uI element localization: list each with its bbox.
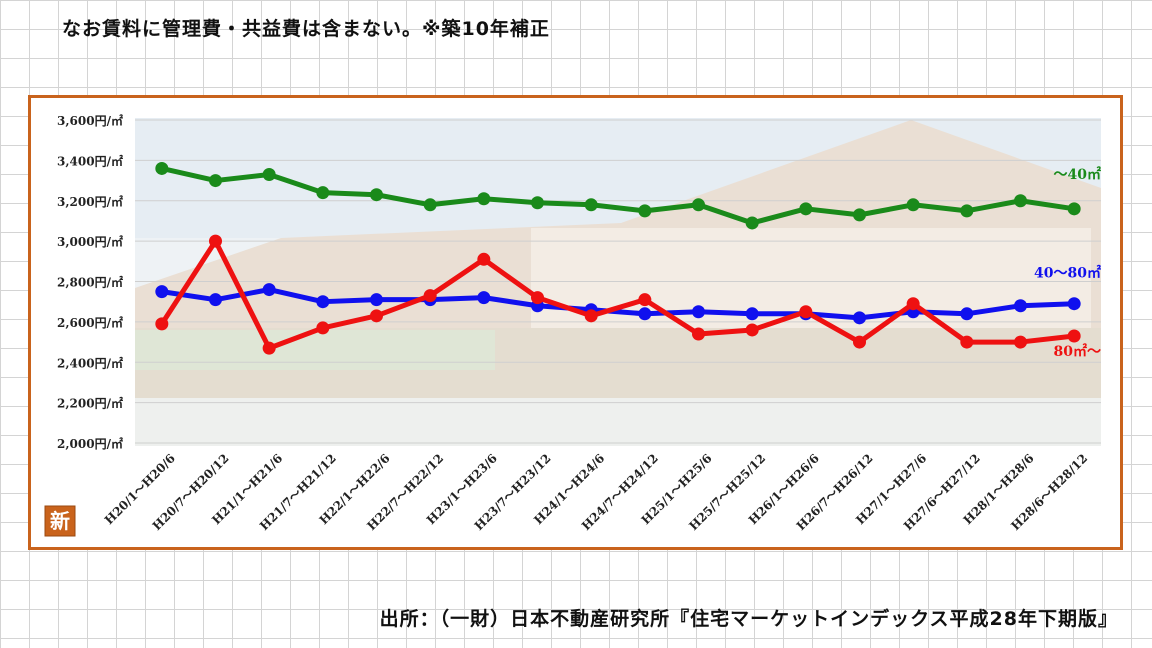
source-citation: 出所：（一財）日本不動産研究所『住宅マーケットインデックス平成28年下期版』 xyxy=(379,608,1118,630)
data-point xyxy=(745,323,759,337)
data-point xyxy=(262,341,276,355)
data-point xyxy=(531,196,544,210)
data-point xyxy=(262,168,276,182)
data-point xyxy=(638,293,652,307)
data-point xyxy=(638,204,652,218)
y-tick-label: 3,200円/㎡ xyxy=(57,194,123,209)
series-label: 40～80㎡ xyxy=(1034,265,1101,282)
data-point xyxy=(209,293,222,307)
data-point xyxy=(477,192,491,206)
background-photo xyxy=(135,118,1101,446)
data-point xyxy=(638,307,652,321)
data-point xyxy=(584,198,598,212)
data-point xyxy=(1067,297,1081,311)
data-point xyxy=(423,289,437,303)
series-label: ～40㎡ xyxy=(1054,166,1101,183)
data-point xyxy=(960,204,974,218)
data-point xyxy=(209,174,222,188)
data-point xyxy=(423,198,437,212)
data-point xyxy=(906,297,920,311)
data-point xyxy=(799,202,813,216)
data-point xyxy=(1067,202,1081,216)
data-point xyxy=(370,293,383,307)
data-point xyxy=(906,198,920,212)
data-point xyxy=(1014,299,1027,313)
data-point xyxy=(155,317,169,331)
data-point xyxy=(584,309,598,323)
y-tick-label: 3,400円/㎡ xyxy=(57,153,123,168)
data-point xyxy=(262,283,276,297)
data-point xyxy=(853,335,866,349)
series-line xyxy=(159,238,1075,351)
x-axis: H20/1～H20/6H20/7～H20/12H21/1～H21/6H21/7～… xyxy=(102,451,1090,533)
y-tick-label: 2,800円/㎡ xyxy=(57,275,123,290)
data-point xyxy=(745,216,759,230)
data-point xyxy=(370,309,383,323)
new-badge-label: 新 xyxy=(50,509,70,533)
y-tick-label: 2,200円/㎡ xyxy=(57,396,123,411)
header-note: なお賃料に管理費・共益費は含まない。※築10年補正 xyxy=(62,18,550,40)
data-point xyxy=(531,291,544,305)
series-layer xyxy=(155,161,1081,355)
line-chart: 2,000円/㎡ 2,200円/㎡ 2,400円/㎡ 2,600円/㎡ 2,800円/㎡… xyxy=(44,113,1101,537)
data-point xyxy=(1014,335,1027,349)
data-point xyxy=(155,161,169,175)
data-point xyxy=(692,198,705,212)
data-point xyxy=(853,208,866,222)
data-point xyxy=(316,321,330,335)
data-point xyxy=(853,311,866,325)
data-point xyxy=(209,234,222,248)
y-tick-label: 2,000円/㎡ xyxy=(57,436,123,451)
chart-frame: 2,000円/㎡ 2,200円/㎡ 2,400円/㎡ 2,600円/㎡ 2,800円/㎡… xyxy=(28,95,1123,550)
y-tick-label: 2,600円/㎡ xyxy=(57,315,123,330)
data-point xyxy=(316,186,330,200)
data-point xyxy=(1014,194,1027,208)
y-axis: 2,000円/㎡ 2,200円/㎡ 2,400円/㎡ 2,600円/㎡ 2,800円/㎡… xyxy=(57,113,123,451)
data-point xyxy=(745,307,759,321)
data-point xyxy=(692,327,705,341)
data-point xyxy=(477,252,491,266)
data-point xyxy=(692,305,705,319)
y-tick-label: 3,600円/㎡ xyxy=(57,113,123,128)
series-labels: ～40㎡ 40～80㎡ 80㎡～ xyxy=(1034,166,1101,360)
data-point xyxy=(477,291,491,305)
data-point xyxy=(960,307,974,321)
data-point xyxy=(155,285,169,299)
data-point xyxy=(960,335,974,349)
y-tick-label: 2,400円/㎡ xyxy=(57,355,123,370)
data-point xyxy=(799,305,813,319)
data-point xyxy=(370,188,383,202)
series-label: 80㎡～ xyxy=(1054,343,1101,360)
data-point xyxy=(316,295,330,309)
new-badge: 新 xyxy=(44,505,76,537)
series-line xyxy=(161,166,1075,226)
y-tick-label: 3,000円/㎡ xyxy=(57,234,123,249)
data-point xyxy=(1067,329,1081,343)
